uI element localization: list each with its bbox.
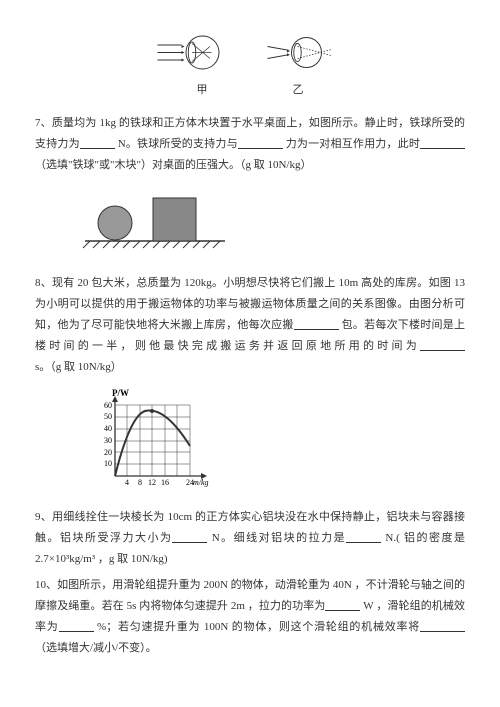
eye-diagram-left (155, 30, 235, 75)
svg-text:m/kg: m/kg (193, 478, 209, 487)
blank (294, 318, 339, 330)
svg-text:50: 50 (104, 412, 112, 421)
svg-text:10: 10 (104, 459, 112, 468)
q10-text3: %；若匀速提升重为 100N 的物体，则这个滑轮组的机械效率将 (97, 621, 420, 633)
svg-text:20: 20 (104, 448, 112, 457)
q7-text4: （选填"铁球"或"木块"）对桌面的压强大。（g 取 10N/kg） (35, 159, 311, 171)
blank (325, 599, 360, 611)
eye-captions: 甲 乙 (35, 80, 465, 101)
blank (172, 531, 207, 543)
question-10: 10、如图所示，用滑轮组提升重为 200N 的物体，动滑轮重为 40N ，不计滑… (35, 575, 465, 659)
svg-text:40: 40 (104, 424, 112, 433)
question-8: 8、现有 20 包大米，总质量为 120kg。小明想尽快将它们搬上 10m 高处… (35, 273, 465, 377)
eye-diagram-right (265, 30, 345, 75)
svg-text:30: 30 (104, 436, 112, 445)
q9-formula: 2.7×10³kg/m³ (35, 553, 95, 565)
eye-diagram-row (35, 30, 465, 75)
svg-text:8: 8 (138, 478, 142, 487)
q9-text3: N.( 铝的密度是 (385, 532, 465, 544)
q9-text2: N。细线对铝块的拉力是 (212, 532, 346, 544)
svg-text:16: 16 (161, 478, 169, 487)
blank (420, 137, 465, 149)
caption-right: 乙 (293, 80, 304, 101)
q9-text4: ，g 取 10N/kg) (98, 553, 168, 565)
q8-text3: s。（g 取 10N/kg） (35, 361, 122, 373)
q7-text3: 力为一对相互作用力，此时 (286, 138, 420, 150)
blank (80, 137, 115, 149)
q10-text4: （选填增大/减小/不变）。 (35, 642, 157, 654)
blank (346, 531, 381, 543)
blank (420, 620, 465, 632)
question-7: 7、质量均为 1kg 的铁球和正方体木块置于水平桌面上，如图所示。静止时，铁球所… (35, 113, 465, 176)
svg-text:12: 12 (148, 478, 156, 487)
q7-text2: N。铁球所受的支持力与 (118, 138, 238, 150)
svg-text:4: 4 (125, 478, 129, 487)
power-mass-chart: P/W 605040 302010 4812 1624 m/kg (90, 386, 465, 499)
chart-ylabel: P/W (112, 388, 129, 398)
blank (420, 339, 465, 351)
blank (59, 620, 94, 632)
ball-box-figure (75, 186, 465, 264)
svg-text:60: 60 (104, 401, 112, 410)
question-9: 9、用细线拴住一块棱长为 10cm 的正方体实心铝块没在水中保持静止，铝块未与容… (35, 507, 465, 570)
caption-left: 甲 (197, 80, 208, 101)
blank (238, 137, 283, 149)
